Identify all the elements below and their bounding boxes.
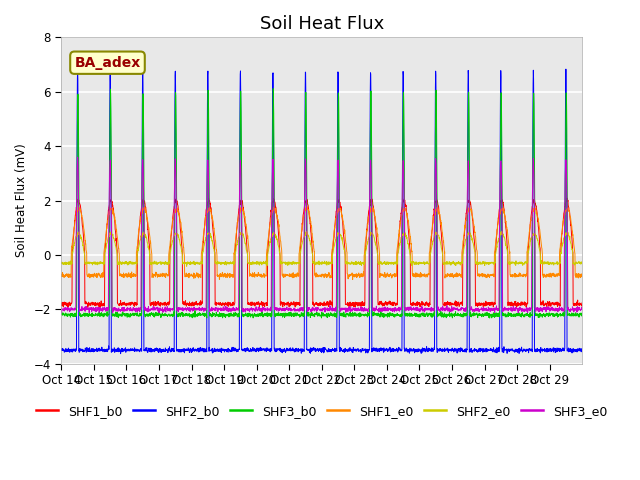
SHF2_e0 [498,228,506,234]
SHF1_e0 [579,271,586,277]
Legend: SHF1_b0, SHF2_b0, SHF3_b0, SHF1_e0, SHF2_e0, SHF3_e0: SHF1_b0, SHF2_b0, SHF3_b0, SHF1_e0, SHF2… [31,400,612,423]
SHF2_e0 [222,260,230,266]
SHF2_b0 [58,347,65,352]
SHF1_b0 [222,301,230,307]
Line: SHF3_e0: SHF3_e0 [61,157,582,312]
SHF3_e0 [515,310,522,315]
SHF3_b0 [109,312,117,318]
Text: BA_adex: BA_adex [74,56,141,70]
SHF2_e0 [58,259,65,265]
SHF3_e0 [222,306,230,312]
Line: SHF2_e0: SHF2_e0 [61,231,582,266]
SHF2_e0 [353,260,361,266]
Line: SHF1_b0: SHF1_b0 [61,198,582,307]
SHF1_e0 [303,204,310,209]
SHF2_b0 [562,66,570,72]
SHF1_e0 [508,273,516,279]
SHF3_b0 [572,313,579,319]
SHF2_b0 [572,348,579,354]
SHF3_b0 [579,312,586,317]
SHF2_e0 [508,259,516,264]
SHF2_e0 [579,261,586,266]
SHF3_e0 [58,305,65,311]
SHF1_b0 [508,302,516,308]
SHF1_e0 [479,274,486,280]
SHF3_e0 [579,306,586,312]
SHF2_e0 [183,264,191,269]
SHF2_e0 [109,235,117,240]
SHF3_e0 [74,154,81,160]
Title: Soil Heat Flux: Soil Heat Flux [260,15,384,33]
SHF1_b0 [563,195,571,201]
SHF3_b0 [269,86,277,92]
SHF1_b0 [572,301,579,307]
SHF3_e0 [572,305,579,311]
SHF1_e0 [349,276,356,282]
SHF1_b0 [353,302,361,308]
SHF3_e0 [508,308,516,314]
Line: SHF1_e0: SHF1_e0 [61,206,582,279]
SHF2_b0 [579,347,586,353]
SHF3_e0 [109,305,117,311]
SHF2_e0 [572,261,579,266]
SHF3_b0 [479,312,486,318]
SHF3_b0 [222,312,230,318]
SHF1_b0 [58,300,65,306]
SHF2_b0 [479,347,486,352]
SHF3_e0 [479,306,486,312]
SHF1_b0 [96,304,104,310]
Line: SHF3_b0: SHF3_b0 [61,89,582,318]
SHF2_b0 [116,351,124,357]
SHF2_e0 [479,261,486,267]
SHF1_b0 [579,300,586,305]
Line: SHF2_b0: SHF2_b0 [61,69,582,354]
SHF1_b0 [479,301,486,307]
SHF3_b0 [486,315,493,321]
SHF1_e0 [353,274,361,280]
SHF3_b0 [353,312,361,318]
Y-axis label: Soil Heat Flux (mV): Soil Heat Flux (mV) [15,144,28,257]
SHF1_e0 [572,273,579,278]
SHF1_b0 [109,209,117,215]
SHF3_b0 [508,312,516,317]
SHF3_e0 [353,308,361,314]
SHF1_e0 [109,209,117,215]
SHF2_b0 [109,348,117,354]
SHF2_b0 [508,346,516,352]
SHF3_b0 [58,310,65,315]
SHF2_b0 [353,347,361,353]
SHF2_b0 [222,348,230,354]
SHF1_e0 [58,273,65,279]
SHF1_e0 [222,275,230,280]
